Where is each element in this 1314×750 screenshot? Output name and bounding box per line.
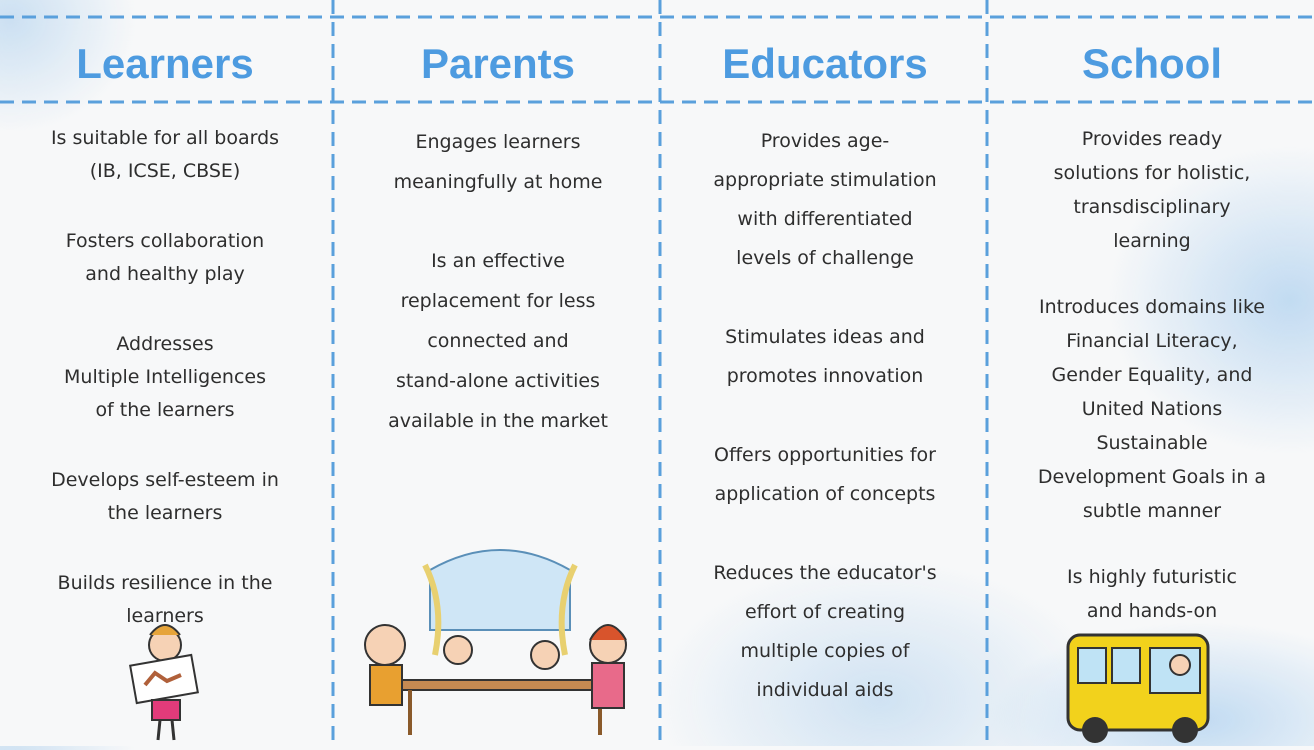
- feature-item: Stimulates ideas and promotes innovation: [662, 318, 988, 396]
- feature-item: Provides ready solutions for holistic, tra…: [989, 122, 1314, 258]
- feature-text: Addresses: [116, 333, 214, 355]
- bus-illustration: [1066, 633, 1210, 743]
- feature-text: Offers opportunities for: [714, 444, 936, 466]
- feature-text: subtle manner: [1082, 500, 1222, 522]
- feature-text: appropriate stimulation: [713, 169, 937, 191]
- feature-text: learning: [1113, 230, 1191, 252]
- feature-item: Is an effective replacement for less conne…: [335, 241, 661, 441]
- family-illustration: [364, 549, 627, 735]
- feature-text: connected and: [427, 330, 569, 352]
- feature-item: Develops self-esteem in the learners: [2, 464, 328, 530]
- feature-text: with differentiated: [737, 208, 913, 230]
- feature-text: and healthy play: [85, 263, 245, 285]
- feature-text: Develops self-esteem in: [51, 469, 279, 491]
- feature-text: the learners: [107, 502, 223, 524]
- feature-text: Reduces the educator's: [713, 562, 937, 584]
- feature-text: (IB, ICSE, CBSE): [89, 160, 241, 182]
- feature-item: Provides age-appropriate stimulation with…: [662, 122, 988, 278]
- feature-text: Provides ready: [1081, 128, 1223, 150]
- feature-item: Offers opportunities for application of c…: [662, 436, 988, 514]
- feature-text: solutions for holistic,: [1053, 162, 1251, 184]
- feature-item: Reduces the educator's effort of creating…: [662, 554, 988, 710]
- feature-text: Financial Literacy,: [1066, 330, 1238, 352]
- item-list: Is suitable for all boards (IB, ICSE, CBS…: [2, 122, 328, 670]
- feature-text: United Nations: [1081, 398, 1223, 420]
- feature-text: of the learners: [95, 399, 235, 421]
- column-heading: School: [1081, 40, 1222, 87]
- item-list: Provides ready solutions for holistic, tra…: [989, 122, 1314, 660]
- feature-text: available in the market: [388, 410, 608, 432]
- feature-item: Is highly futuristic and hands-on: [989, 560, 1314, 628]
- feature-text: transdisciplinary: [1073, 196, 1231, 218]
- feature-text: promotes innovation: [726, 365, 924, 387]
- feature-text: Introduces domains like: [1039, 296, 1265, 318]
- feature-item: Fosters collaboration and healthy play: [2, 225, 328, 291]
- item-list: Provides age-appropriate stimulation with…: [662, 122, 988, 750]
- feature-text: learners: [126, 605, 204, 627]
- feature-text: levels of challenge: [736, 247, 914, 269]
- feature-text: Engages learners: [415, 131, 581, 153]
- item-list: Engages learners meaningfully at home Is a…: [335, 122, 661, 480]
- feature-text: Provides age-: [760, 130, 890, 152]
- feature-text: effort of creating: [744, 601, 906, 623]
- column-heading: Learners: [76, 40, 254, 87]
- feature-item: Introduces domains like Financial Literac…: [989, 290, 1314, 528]
- feature-text: Gender Equality, and: [1051, 364, 1253, 386]
- feature-text: Is an effective: [431, 250, 565, 272]
- feature-text: stand-alone activities: [396, 370, 600, 392]
- feature-text: Is suitable for all boards: [50, 127, 280, 149]
- feature-text: individual aids: [756, 679, 894, 701]
- feature-item: Addresses Multiple Intelligences of the le…: [2, 328, 328, 427]
- feature-item: Is suitable for all boards (IB, ICSE, CBS…: [2, 122, 328, 188]
- feature-text: application of concepts: [714, 483, 936, 505]
- feature-text: replacement for less: [400, 290, 596, 312]
- feature-item: Engages learners meaningfully at home: [335, 122, 661, 202]
- feature-text: Builds resilience in the: [57, 572, 273, 594]
- feature-item: Builds resilience in the learners: [2, 567, 328, 633]
- feature-text: Sustainable: [1096, 432, 1208, 454]
- feature-text: and hands-on: [1086, 600, 1218, 622]
- feature-text: meaningfully at home: [393, 171, 603, 193]
- feature-text: multiple copies of: [740, 640, 910, 662]
- feature-text: Fosters collaboration: [65, 230, 265, 252]
- column-heading: Parents: [420, 40, 576, 87]
- girl-illustration: [129, 624, 199, 741]
- feature-text: Is highly futuristic: [1067, 566, 1237, 588]
- feature-text: Multiple Intelligences: [64, 366, 266, 388]
- column-heading: Educators: [722, 40, 928, 87]
- feature-text: Stimulates ideas and: [725, 326, 925, 348]
- feature-text: Development Goals in a: [1037, 466, 1267, 488]
